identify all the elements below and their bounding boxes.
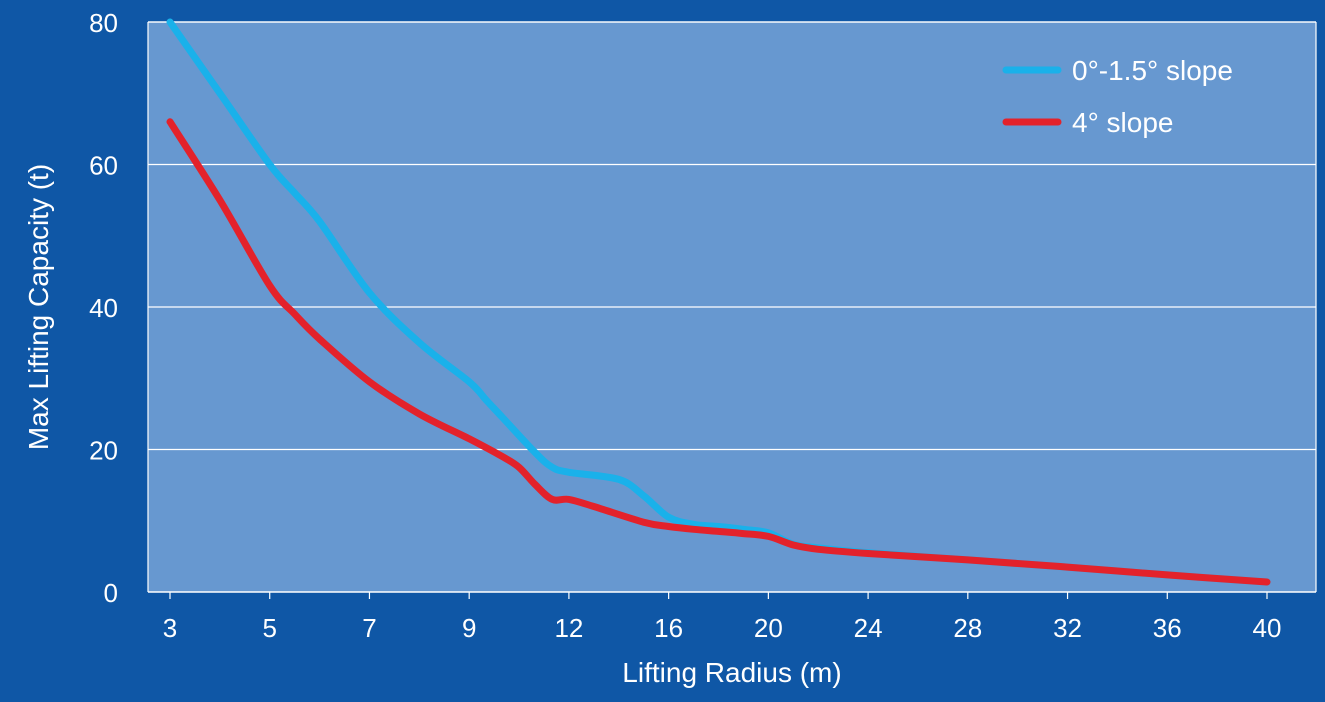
x-tick-label-40: 40 bbox=[1253, 613, 1282, 643]
x-tick-label-7: 7 bbox=[362, 613, 376, 643]
x-axis-ticks: 3 5 7 9 12 16 20 24 28 32 36 40 bbox=[163, 592, 1282, 643]
legend: 0°-1.5° slope 4° slope bbox=[1002, 55, 1233, 138]
x-tick-label-20: 20 bbox=[754, 613, 783, 643]
y-axis-ticks: 0 20 40 60 80 bbox=[89, 8, 118, 608]
x-tick-label-36: 36 bbox=[1153, 613, 1182, 643]
x-tick-label-32: 32 bbox=[1053, 613, 1082, 643]
y-tick-label-80: 80 bbox=[89, 8, 118, 38]
x-tick-label-16: 16 bbox=[654, 613, 683, 643]
gridlines bbox=[147, 21, 1317, 593]
x-tick-label-24: 24 bbox=[854, 613, 883, 643]
legend-label-4-degree-slope: 4° slope bbox=[1072, 107, 1174, 138]
x-tick-label-9: 9 bbox=[462, 613, 476, 643]
y-tick-label-0: 0 bbox=[104, 578, 118, 608]
x-tick-label-3: 3 bbox=[163, 613, 177, 643]
y-tick-label-20: 20 bbox=[89, 436, 118, 466]
x-tick-label-28: 28 bbox=[953, 613, 982, 643]
series-lines bbox=[166, 18, 1271, 586]
y-tick-label-60: 60 bbox=[89, 151, 118, 181]
y-axis-title: Max Lifting Capacity (t) bbox=[23, 164, 54, 450]
y-tick-label-40: 40 bbox=[89, 293, 118, 323]
x-tick-label-12: 12 bbox=[554, 613, 583, 643]
x-axis-title: Lifting Radius (m) bbox=[622, 657, 841, 688]
x-tick-label-5: 5 bbox=[262, 613, 276, 643]
legend-label-flat-slope: 0°-1.5° slope bbox=[1072, 55, 1233, 86]
series-line-4-degree-slope bbox=[166, 118, 1271, 586]
